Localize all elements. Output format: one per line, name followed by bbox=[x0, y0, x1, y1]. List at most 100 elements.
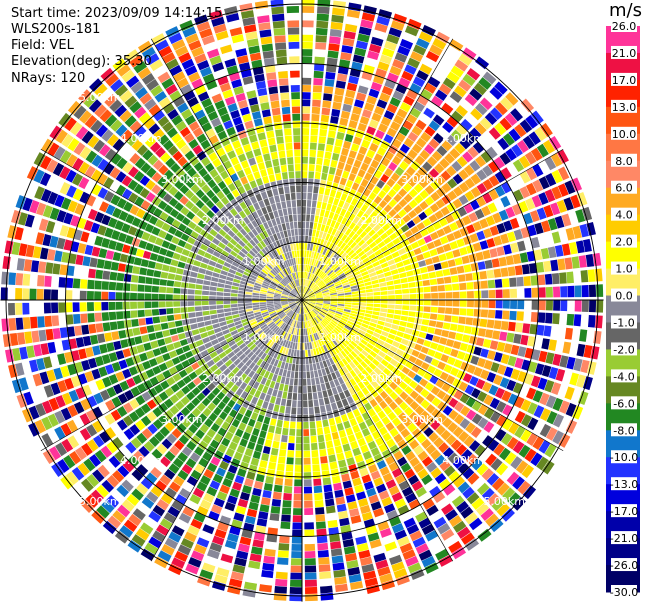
ppi-gate bbox=[394, 309, 402, 315]
ppi-gate bbox=[487, 202, 498, 214]
ppi-gate bbox=[283, 493, 292, 501]
ppi-gate bbox=[477, 261, 486, 271]
ppi-gate bbox=[438, 300, 446, 306]
ppi-gate bbox=[323, 265, 329, 272]
ppi-gate bbox=[29, 288, 37, 300]
ppi-gate bbox=[336, 452, 345, 461]
ppi-gate bbox=[302, 171, 308, 179]
ppi-gate bbox=[130, 310, 138, 318]
ppi-gate bbox=[203, 315, 211, 321]
ppi-gate bbox=[316, 223, 322, 231]
ppi-gate bbox=[89, 257, 98, 268]
ppi-gate bbox=[337, 215, 344, 223]
ppi-gate bbox=[404, 396, 414, 406]
ppi-gate bbox=[568, 211, 579, 225]
ppi-gate bbox=[332, 317, 339, 323]
ppi-gate bbox=[75, 337, 85, 348]
ppi-gate bbox=[437, 307, 446, 314]
ppi-gate bbox=[399, 272, 407, 279]
ppi-gate bbox=[573, 314, 582, 327]
ppi-gate bbox=[341, 279, 349, 285]
ppi-gate bbox=[380, 116, 392, 127]
ppi-gate bbox=[339, 242, 347, 250]
ppi-gate bbox=[536, 324, 545, 336]
ppi-gate bbox=[512, 253, 522, 265]
ppi-gate bbox=[383, 110, 395, 120]
ppi-gate bbox=[376, 15, 390, 26]
ppi-gate bbox=[500, 267, 509, 277]
ppi-gate bbox=[505, 92, 519, 106]
ppi-gate bbox=[366, 95, 377, 105]
ppi-gate bbox=[427, 76, 441, 88]
ppi-gate bbox=[399, 102, 412, 113]
ppi-gate bbox=[321, 172, 328, 181]
ppi-gate bbox=[144, 285, 152, 293]
ppi-gate bbox=[337, 333, 345, 340]
ppi-gate bbox=[335, 590, 350, 600]
ppi-gate bbox=[326, 282, 334, 287]
ppi-gate bbox=[372, 261, 380, 268]
ppi-gate bbox=[346, 9, 361, 19]
ppi-gate bbox=[500, 195, 511, 208]
ppi-gate bbox=[44, 315, 53, 327]
ppi-gate bbox=[337, 293, 345, 296]
ppi-gate bbox=[411, 125, 423, 137]
ppi-gate bbox=[218, 278, 226, 284]
ppi-gate bbox=[248, 560, 261, 570]
ppi-gate bbox=[43, 289, 51, 300]
ppi-gate bbox=[506, 163, 518, 176]
ppi-gate bbox=[101, 312, 110, 321]
ppi-gate bbox=[470, 326, 479, 336]
ppi-gate bbox=[465, 409, 477, 421]
ppi-gate bbox=[264, 394, 271, 403]
ppi-gate bbox=[52, 328, 61, 340]
ppi-gate bbox=[413, 323, 422, 331]
ppi-gate bbox=[346, 274, 354, 280]
ppi-gate bbox=[255, 193, 263, 202]
ppi-gate bbox=[541, 365, 552, 378]
ppi-gate bbox=[252, 427, 260, 437]
ppi-gate bbox=[273, 165, 281, 174]
ppi-gate bbox=[259, 430, 267, 439]
ppi-gate bbox=[302, 335, 305, 343]
ppi-gate bbox=[395, 362, 405, 371]
ppi-gate bbox=[326, 280, 333, 286]
ppi-gate bbox=[459, 291, 467, 299]
ppi-gate bbox=[296, 436, 302, 444]
ppi-gate bbox=[394, 386, 404, 396]
ppi-gate bbox=[534, 363, 545, 376]
ppi-gate bbox=[317, 314, 324, 320]
ppi-gate bbox=[322, 240, 328, 248]
ppi-gate bbox=[320, 284, 327, 290]
ppi-gate bbox=[525, 197, 536, 211]
ppi-gate bbox=[475, 56, 490, 70]
ppi-gate bbox=[484, 92, 498, 106]
ppi-gate bbox=[290, 565, 302, 573]
ppi-gate bbox=[344, 306, 352, 310]
ppi-gate bbox=[278, 150, 286, 159]
ppi-gate bbox=[316, 278, 322, 285]
ppi-gate bbox=[115, 292, 123, 300]
ppi-gate bbox=[259, 139, 268, 148]
ppi-gate bbox=[217, 313, 225, 318]
ppi-gate bbox=[434, 210, 444, 220]
ppi-gate bbox=[289, 586, 302, 595]
ppi-gate bbox=[37, 316, 45, 328]
ppi-gate bbox=[496, 414, 507, 427]
ppi-gate bbox=[417, 166, 428, 177]
ppi-gate bbox=[309, 282, 315, 289]
ppi-gate bbox=[307, 290, 313, 296]
ppi-gate bbox=[449, 39, 464, 52]
ppi-gate bbox=[250, 546, 263, 555]
ppi-gate bbox=[304, 550, 316, 559]
ppi-gate bbox=[496, 222, 506, 234]
ppi-gate bbox=[430, 420, 441, 431]
ppi-gate bbox=[29, 302, 37, 315]
ppi-gate bbox=[187, 295, 195, 300]
ppi-gate bbox=[386, 178, 396, 188]
ppi-gate bbox=[380, 291, 388, 296]
ppi-gate bbox=[287, 157, 294, 165]
ppi-gate bbox=[158, 247, 168, 256]
ppi-gate bbox=[209, 309, 217, 315]
ppi-gate bbox=[520, 414, 532, 427]
